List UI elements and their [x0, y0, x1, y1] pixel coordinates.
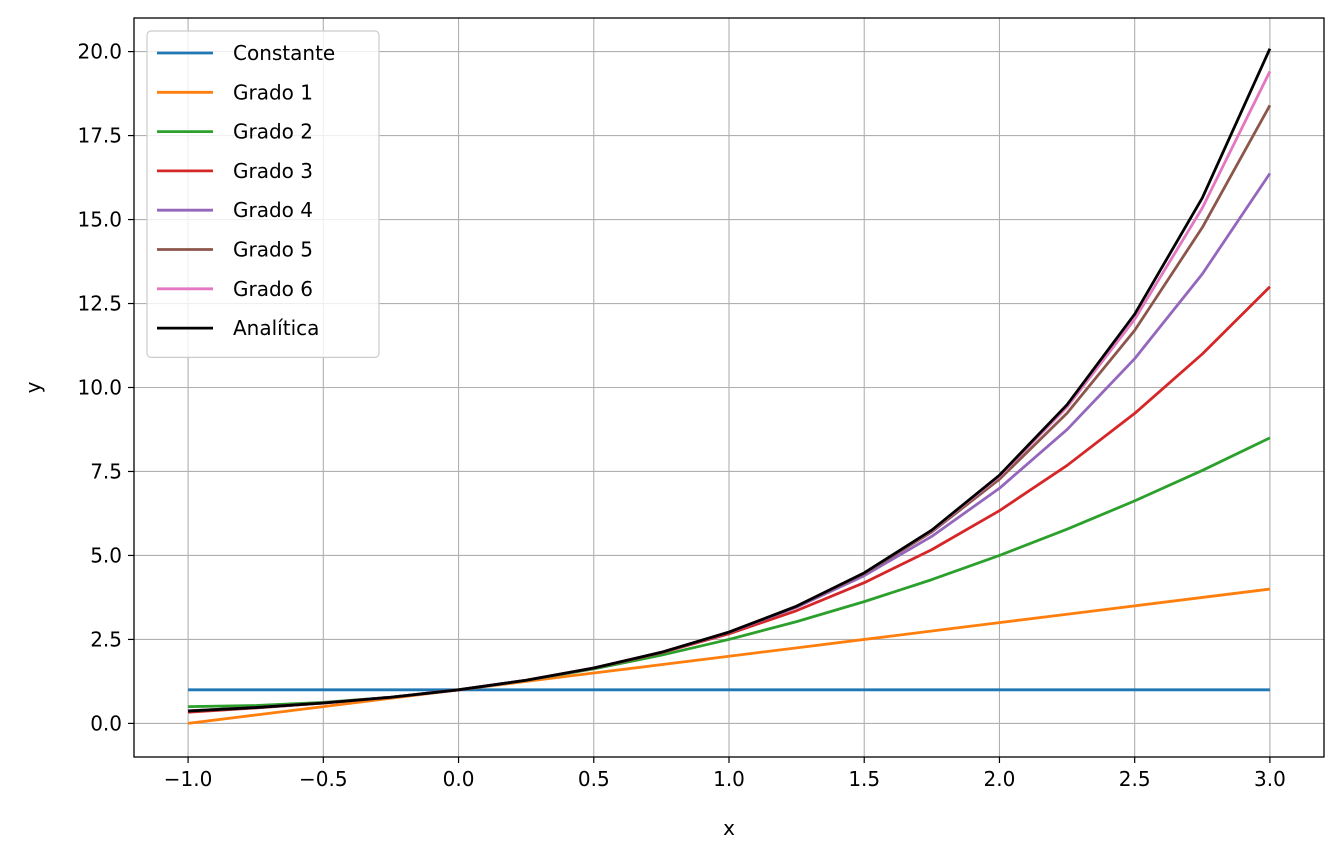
legend-label-7: Analítica [233, 316, 319, 340]
legend-label-3: Grado 3 [233, 159, 313, 183]
series-line-1 [187, 587, 1271, 725]
x-tick-label: 0.0 [443, 767, 475, 791]
y-tick-label: 7.5 [90, 459, 122, 483]
x-axis-label: x [723, 816, 735, 840]
legend: Constante Grado 1 Grado 2 Grado 3 Grado 4 Gra… [146, 30, 380, 358]
legend-label-6: Grado 6 [233, 277, 313, 301]
legend-label-5: Grado 5 [233, 238, 313, 262]
legend-label-2: Grado 2 [233, 120, 313, 144]
legend-label-4: Grado 4 [233, 198, 313, 222]
y-tick-label: 20.0 [77, 40, 122, 64]
x-tick-label: 0.5 [578, 767, 610, 791]
y-tick-label: 10.0 [77, 376, 122, 400]
y-tick-label: 17.5 [77, 124, 122, 148]
legend-box [146, 30, 380, 358]
x-tick-label: 1.5 [848, 767, 880, 791]
y-tick-label: 15.0 [77, 208, 122, 232]
x-tick-label: 2.0 [984, 767, 1016, 791]
x-tick-label: −0.5 [299, 767, 348, 791]
x-tick-label: 1.0 [713, 767, 745, 791]
legend-label-1: Grado 1 [233, 80, 313, 104]
y-tick-label: 0.0 [90, 711, 122, 735]
y-axis-label: y [21, 381, 45, 393]
y-tick-label: 2.5 [90, 627, 122, 651]
y-tick-label: 12.5 [77, 292, 122, 316]
x-tick-label: −1.0 [164, 767, 213, 791]
series-line-7 [188, 48, 1272, 713]
y-tick-label: 5.0 [90, 543, 122, 567]
axis-ticks: −1.0 −0.5 0.0 0.5 1.0 1.5 2.0 2.5 3.0 0.0 2.5 5.0 7.… [77, 40, 1285, 791]
x-tick-label: 2.5 [1119, 767, 1151, 791]
x-tick-label: 3.0 [1254, 767, 1286, 791]
legend-label-0: Constante [233, 41, 335, 65]
plot-lines [187, 48, 1272, 725]
